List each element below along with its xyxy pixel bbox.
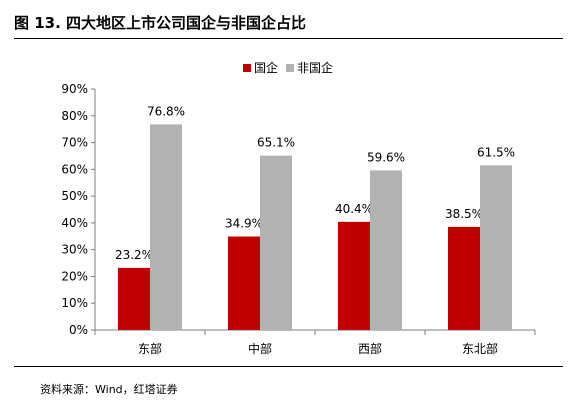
y-tick-label: 0%: [69, 323, 88, 337]
legend-swatch: [286, 64, 294, 72]
data-label: 59.6%: [367, 150, 405, 164]
title-rule: [14, 38, 563, 39]
bar-non-soe: [370, 170, 402, 330]
chart-bars: 23.2% 76.8% 34.9% 65.1% 40.4% 59.6% 38.5% 61.5%: [115, 104, 515, 330]
bar-soe: [448, 226, 480, 330]
legend-label: 非国企: [297, 60, 333, 75]
y-tick-label: 40%: [61, 216, 88, 230]
bar-soe: [338, 221, 370, 330]
bar-non-soe: [260, 155, 292, 330]
chart-legend: 国企 非国企: [243, 60, 333, 75]
bar-soe: [228, 236, 260, 330]
y-tick-label: 30%: [61, 243, 88, 257]
x-tick-label: 东部: [138, 341, 162, 356]
bar-soe: [118, 267, 150, 330]
y-tick-label: 50%: [61, 189, 88, 203]
x-tick-label: 西部: [358, 341, 382, 356]
bar-non-soe: [150, 124, 182, 330]
y-tick-label: 10%: [61, 296, 88, 310]
bar-non-soe: [480, 165, 512, 330]
x-tick-label: 中部: [248, 341, 272, 356]
y-tick-label: 80%: [61, 109, 88, 123]
chart-axes: 0% 10% 20% 30% 40% 50% 60% 70% 80% 90% 东部 中部 西部 东北部: [61, 82, 536, 356]
data-label: 23.2%: [115, 248, 153, 262]
data-label: 76.8%: [147, 104, 185, 118]
data-label: 65.1%: [257, 136, 295, 150]
figure-title: 图 13. 四大地区上市公司国企与非国企占比: [14, 14, 307, 32]
y-tick-label: 60%: [61, 162, 88, 176]
data-label: 34.9%: [225, 217, 263, 231]
data-label: 40.4%: [335, 202, 373, 216]
data-label: 38.5%: [445, 207, 483, 221]
legend-label: 国企: [254, 60, 278, 75]
data-label: 61.5%: [477, 145, 515, 159]
y-tick-label: 90%: [61, 82, 88, 96]
y-tick-label: 70%: [61, 136, 88, 150]
y-tick-label: 20%: [61, 269, 88, 283]
source-rule: [14, 366, 563, 367]
x-tick-label: 东北部: [462, 341, 498, 356]
legend-swatch: [243, 64, 251, 72]
source-note: 资料来源：Wind，红塔证券: [40, 383, 178, 396]
